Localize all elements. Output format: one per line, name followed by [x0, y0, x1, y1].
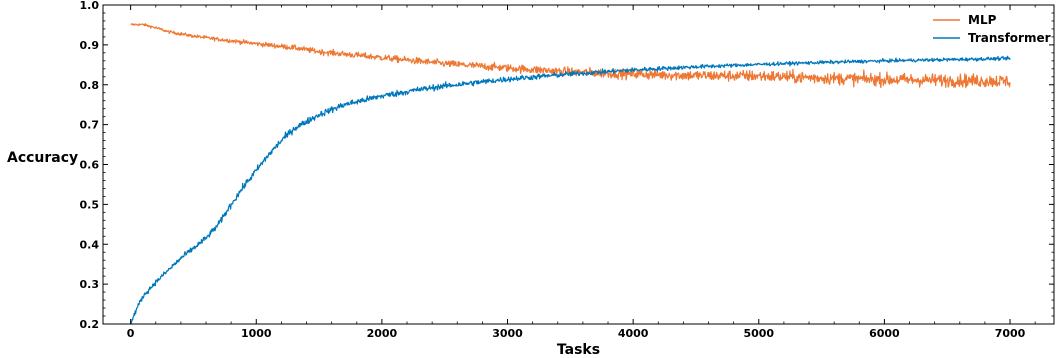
x-tick-label: 6000: [869, 327, 900, 340]
series-layer: [130, 23, 1011, 325]
x-tick-label: 5000: [743, 327, 774, 340]
y-tick-label: 0.5: [80, 198, 100, 211]
legend-label-transformer: Transformer: [968, 31, 1051, 45]
x-axis-label: Tasks: [557, 342, 600, 358]
x-tick-label: 3000: [492, 327, 523, 340]
y-axis-label: Accuracy: [7, 150, 78, 166]
x-tick-label: 1000: [241, 327, 272, 340]
y-tick-label: 0.3: [80, 278, 100, 291]
x-tick-label: 0: [127, 327, 135, 340]
y-tick-label: 0.6: [80, 159, 100, 172]
y-tick-label: 0.4: [80, 238, 100, 251]
x-tick-label: 4000: [618, 327, 649, 340]
y-tick-label: 1.0: [80, 0, 100, 12]
y-tick-label: 0.7: [80, 119, 100, 132]
legend: MLP Transformer: [933, 13, 1051, 45]
series-line-transformer: [130, 55, 1011, 325]
y-tick-label: 0.8: [80, 79, 100, 92]
x-tick-label: 2000: [367, 327, 398, 340]
y-tick-label: 0.2: [80, 318, 100, 331]
x-tick-label: 7000: [995, 327, 1026, 340]
y-tick-label: 0.9: [80, 39, 100, 52]
legend-label-mlp: MLP: [968, 13, 997, 27]
ticks-layer: 0 1000 2000 3000 4000 5000 6000 7000 0.2 0.3 0.4 0.…: [80, 0, 1054, 340]
